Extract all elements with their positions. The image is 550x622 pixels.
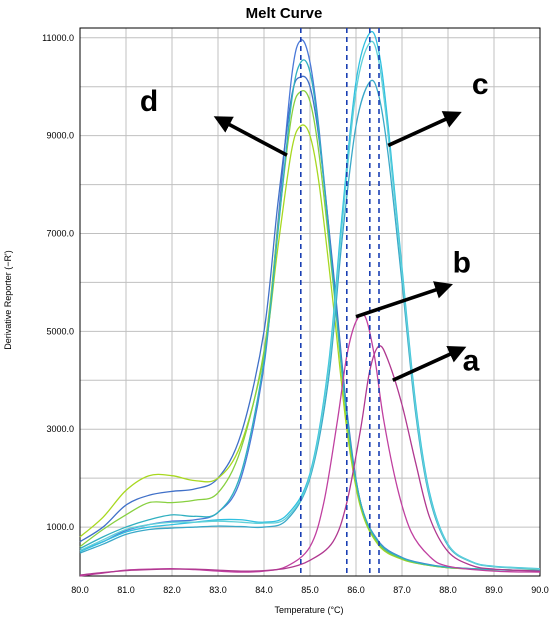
annotation-arrow — [355, 281, 453, 319]
x-tick-label: 85.0 — [301, 585, 319, 595]
y-tick-label: 11000.0 — [42, 33, 74, 43]
y-tick-label: 5000.0 — [46, 326, 74, 336]
x-axis-title: Temperature (°C) — [274, 605, 343, 615]
y-tick-label: 3000.0 — [46, 424, 74, 434]
y-axis-title: Derivative Reporter (−R') — [3, 250, 13, 350]
y-tick-label: 7000.0 — [46, 229, 74, 239]
plot-frame — [79, 27, 541, 577]
x-tick-label: 83.0 — [209, 585, 227, 595]
x-tick-label: 80.0 — [71, 585, 89, 595]
y-tick-label: 9000.0 — [46, 131, 74, 141]
x-tick-label: 89.0 — [485, 585, 503, 595]
x-tick-label: 81.0 — [117, 585, 135, 595]
series-line — [79, 59, 541, 572]
y-tick-label: 1000.0 — [46, 522, 74, 532]
annotation-arrow — [387, 111, 462, 148]
x-tick-label: 86.0 — [347, 585, 365, 595]
series-line — [79, 40, 541, 570]
annotation-label-a: a — [463, 345, 480, 378]
x-tick-label: 82.0 — [163, 585, 181, 595]
x-tick-label: 84.0 — [255, 585, 273, 595]
x-tick-label: 87.0 — [393, 585, 411, 595]
x-tick-label: 90.0 — [531, 585, 549, 595]
x-tick-label: 88.0 — [439, 585, 457, 595]
annotation-label-d: d — [140, 85, 158, 118]
annotation-arrow — [392, 346, 467, 382]
series-line — [79, 345, 541, 576]
annotation-label-c: c — [472, 68, 489, 101]
annotation-label-b: b — [453, 247, 471, 280]
chart-title: Melt Curve — [246, 5, 323, 22]
plot-area: 80.0 81.0 82.0 83.0 84.0 85.0 86.0 87.0 88.0 89.0… — [42, 27, 549, 595]
annotation-arrow — [213, 116, 288, 157]
